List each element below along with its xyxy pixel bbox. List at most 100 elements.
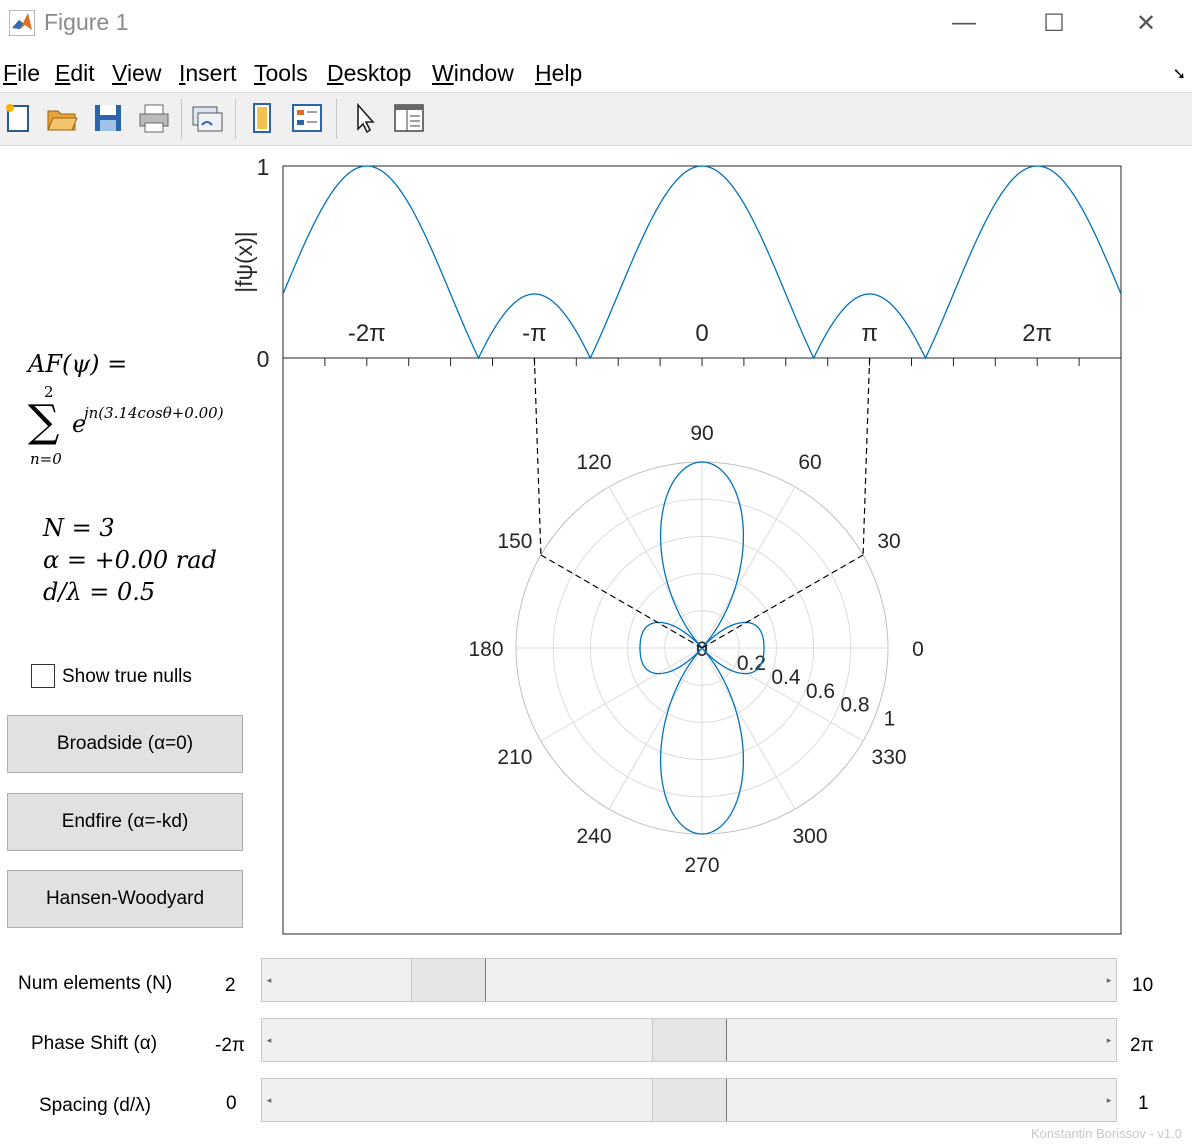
menu-window[interactable]: Window	[432, 60, 514, 86]
polar-ring	[515, 461, 889, 835]
menu-file[interactable]: File	[3, 60, 41, 86]
x-tick-label: π	[861, 320, 878, 347]
polar-spoke	[701, 647, 796, 810]
y-axis-label: |fψ(x)|	[231, 231, 257, 293]
polar-spoke	[701, 647, 864, 742]
equation-base: e	[72, 410, 87, 438]
sum-lower-limit: n=0	[30, 450, 62, 468]
polar-pattern-series	[639, 461, 765, 835]
polar-ring	[552, 498, 852, 798]
broadside-button[interactable]: Broadside (α=0)	[7, 715, 243, 773]
slider-thumb[interactable]	[651, 1019, 727, 1061]
x-tick-label: -2π	[348, 320, 386, 347]
polar-angle-label: 270	[684, 854, 719, 877]
save-icon[interactable]	[91, 101, 125, 135]
menu-bar: File Edit View Insert Tools Desktop Window Help	[0, 56, 1192, 92]
polar-spoke	[608, 647, 703, 810]
menu-view[interactable]: View	[112, 60, 162, 86]
maximize-button[interactable]: ☐	[1008, 0, 1100, 46]
credit-text: Konstantin Borissov - v1.0	[1030, 1126, 1182, 1141]
polar-radial-label: 1	[884, 708, 896, 731]
toolbar-separator	[336, 99, 337, 139]
new-figure-icon[interactable]	[2, 101, 36, 135]
polar-angle-label: 240	[576, 825, 611, 848]
minimize-button[interactable]: —	[918, 0, 1010, 46]
param-spacing: d/λ = 0.5	[43, 578, 156, 606]
close-button[interactable]: ✕	[1100, 0, 1192, 46]
polar-angle-label: 30	[877, 530, 900, 553]
phase-shift-max: 2π	[1130, 1035, 1154, 1056]
y-tick-label: 0	[257, 346, 270, 372]
link-plot-icon[interactable]	[190, 101, 224, 135]
endfire-button[interactable]: Endfire (α=-kd)	[7, 793, 243, 851]
slider-thumb[interactable]	[651, 1079, 727, 1121]
slider-right-arrow-icon[interactable]: ▸	[1102, 1079, 1116, 1121]
polar-radial-label: 0.6	[806, 680, 835, 703]
menu-desktop[interactable]: Desktop	[327, 60, 412, 86]
polar-radial-label: 0.2	[737, 652, 766, 675]
polar-ring	[627, 573, 777, 723]
dock-arrow-icon[interactable]: ➘	[1172, 66, 1186, 83]
sum-symbol: ∑	[28, 396, 60, 447]
close-icon: ✕	[1135, 9, 1157, 37]
polar-spoke	[701, 486, 796, 649]
param-alpha: α = +0.00 rad	[43, 546, 217, 574]
polar-angle-label: 330	[872, 746, 907, 769]
matlab-logo-icon	[9, 10, 35, 36]
num-elements-max: 10	[1132, 975, 1154, 996]
slider-right-arrow-icon[interactable]: ▸	[1102, 1019, 1116, 1061]
num-elements-label: Num elements (N)	[18, 973, 173, 994]
menu-help[interactable]: Help	[535, 60, 583, 86]
sum-upper-limit: 2	[44, 383, 54, 401]
polar-angle-label: 90	[690, 422, 713, 445]
polar-angle-label: 120	[576, 451, 611, 474]
slider-thumb[interactable]	[411, 959, 487, 1001]
spacing-min: 0	[226, 1093, 237, 1114]
x-tick-label: 2π	[1022, 320, 1052, 347]
polar-radial-label: 0.4	[771, 666, 801, 689]
polar-spoke	[701, 554, 864, 649]
projection-vertical-line	[533, 357, 542, 556]
toolbar-separator	[235, 99, 236, 139]
polar-spoke	[540, 554, 703, 649]
toolbar	[0, 92, 1192, 146]
spacing-slider[interactable]: ◂ ▸	[261, 1078, 1117, 1122]
polar-ring	[589, 535, 815, 761]
polar-spoke	[608, 486, 703, 649]
window-title: Figure 1	[44, 9, 129, 35]
title-bar: Figure 1 — ☐ ✕	[0, 0, 1192, 46]
maximize-icon: ☐	[1043, 9, 1065, 37]
projection-radial-line	[701, 554, 864, 649]
toolbar-separator	[181, 99, 182, 139]
num-elements-slider[interactable]: ◂ ▸	[261, 958, 1117, 1002]
print-icon[interactable]	[137, 101, 171, 135]
open-file-icon[interactable]	[45, 101, 79, 135]
phase-shift-label: Phase Shift (α)	[31, 1033, 158, 1054]
show-true-nulls-checkbox[interactable]	[31, 664, 55, 688]
polar-radial-label: 0	[696, 638, 708, 661]
broadside-button-label: Broadside (α=0)	[56, 733, 194, 754]
hansen-woodyard-button[interactable]: Hansen-Woodyard	[7, 870, 243, 928]
edit-plot-arrow-icon[interactable]	[348, 101, 382, 135]
slider-left-arrow-icon[interactable]: ◂	[262, 959, 276, 1001]
menu-insert[interactable]: Insert	[179, 60, 237, 86]
phase-shift-slider[interactable]: ◂ ▸	[261, 1018, 1117, 1062]
insert-legend-icon[interactable]	[290, 101, 324, 135]
slider-right-arrow-icon[interactable]: ▸	[1102, 959, 1116, 1001]
slider-left-arrow-icon[interactable]: ◂	[262, 1019, 276, 1061]
polar-ring	[664, 610, 740, 686]
x-tick-label: 0	[695, 320, 708, 347]
menu-tools[interactable]: Tools	[254, 60, 308, 86]
x-tick-label: -π	[522, 320, 547, 347]
param-n: N = 3	[43, 514, 115, 542]
hansen-woodyard-button-label: Hansen-Woodyard	[45, 888, 205, 909]
equation-lhs: AF(ψ) =	[28, 350, 128, 378]
endfire-button-label: Endfire (α=-kd)	[61, 811, 189, 832]
insert-colorbar-icon[interactable]	[245, 101, 279, 135]
menu-edit[interactable]: Edit	[55, 60, 95, 86]
slider-left-arrow-icon[interactable]: ◂	[262, 1079, 276, 1121]
num-elements-min: 2	[225, 975, 236, 996]
property-inspector-icon[interactable]	[392, 101, 426, 135]
spacing-label: Spacing (d/λ)	[39, 1095, 151, 1116]
axes-frame	[282, 165, 1122, 935]
